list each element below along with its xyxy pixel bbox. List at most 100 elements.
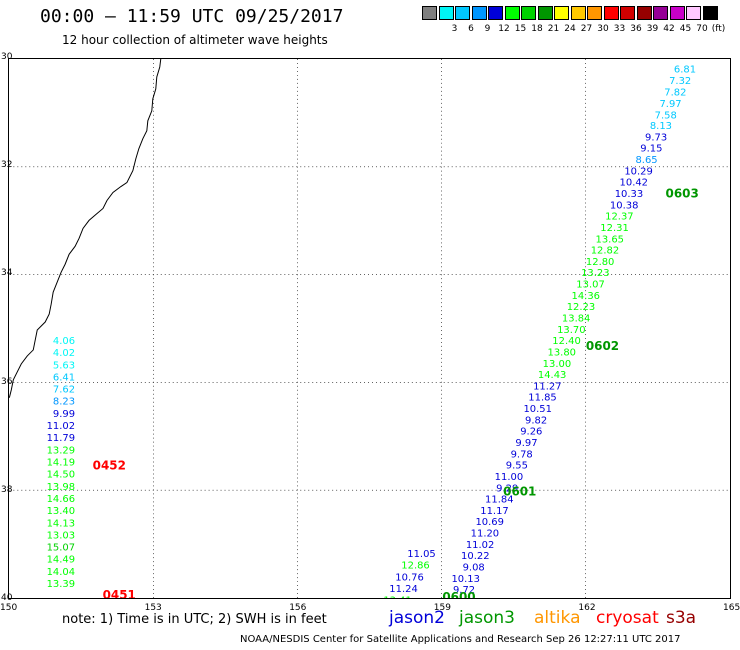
swh-value-label: 7.82	[664, 88, 686, 99]
legend-swatch	[488, 6, 503, 20]
swh-value-label: 14.49	[47, 555, 76, 566]
swh-value-label: 14.66	[47, 494, 76, 505]
swh-value-label: 11.79	[47, 433, 76, 444]
longitude-tick-label: 150	[0, 603, 18, 613]
swh-value-label: 11.02	[466, 540, 495, 551]
swh-value-label: 11.05	[407, 549, 435, 560]
swh-value-label: 9.08	[463, 563, 485, 574]
swh-value-label: 13.84	[562, 313, 591, 324]
satellite-name: cryosat	[596, 608, 659, 628]
page-title: 00:00 – 11:59 UTC 09/25/2017	[40, 6, 344, 27]
swh-value-label: 11.17	[480, 506, 508, 517]
swh-value-label: 10.22	[461, 551, 490, 562]
time-mark-label: 0603	[666, 186, 699, 200]
satellite-name: jason3	[459, 608, 515, 628]
swh-value-label: 14.04	[47, 567, 76, 578]
time-mark-label: 0452	[93, 458, 126, 472]
swh-value-label: 7.62	[53, 385, 75, 396]
legend-label: 30	[597, 24, 609, 34]
legend-swatch	[471, 6, 487, 20]
swh-value-label: 13.40	[47, 506, 76, 517]
swh-value-label: 13.41	[383, 595, 412, 599]
swh-value-label: 10.76	[395, 572, 424, 583]
satellite-name: altika	[534, 608, 581, 628]
legend-label: 70	[696, 24, 708, 34]
swh-value-label: 12.82	[591, 246, 620, 257]
legend-label: 24	[564, 24, 576, 34]
legend-label: 45	[679, 24, 692, 34]
time-mark-label: 0451	[103, 588, 136, 599]
legend-label: 12	[498, 24, 510, 34]
legend-swatch	[455, 6, 470, 20]
swh-value-label: 11.85	[528, 393, 557, 404]
time-mark-label: 0600	[442, 590, 475, 599]
latitude-tick-label: 40	[1, 593, 13, 603]
swh-value-label: 14.43	[538, 370, 567, 381]
legend-swatch	[587, 6, 602, 20]
swh-value-label: 12.31	[600, 223, 629, 234]
swh-value-label: 6.41	[53, 372, 75, 383]
swh-value-label: 13.80	[547, 347, 576, 358]
swh-value-label: 12.86	[401, 561, 430, 572]
map-gridlines	[9, 59, 730, 598]
swh-value-label: 9.97	[515, 438, 537, 449]
swh-value-label: 9.15	[640, 144, 662, 155]
swh-value-label: 9.72	[453, 585, 475, 596]
swh-value-label: 9.55	[506, 461, 528, 472]
swh-value-label: 8.13	[650, 121, 672, 132]
satellite-name: s3a	[666, 608, 697, 628]
swh-value-label: 9.99	[53, 409, 75, 420]
swh-value-label: 10.33	[615, 189, 644, 200]
swh-value-label: 9.73	[645, 132, 667, 143]
swh-value-label: 9.82	[525, 415, 547, 426]
swh-value-label: 11.84	[485, 495, 513, 506]
swh-value-label: 15.07	[47, 543, 76, 554]
swh-value-label: 10.69	[475, 517, 504, 528]
footer-credit: NOAA/NESDIS Center for Satellite Applica…	[240, 634, 681, 645]
legend-label: 33	[613, 24, 626, 34]
legend-swatch	[570, 6, 586, 20]
swh-value-label: 12.40	[552, 336, 581, 347]
legend-label: 6	[468, 24, 474, 34]
coastline	[9, 59, 162, 398]
swh-value-label: 11.02	[47, 421, 76, 432]
swh-value-label: 13.07	[576, 280, 605, 291]
legend-label: (ft)	[711, 24, 726, 34]
swh-value-label: 13.29	[47, 445, 76, 456]
swh-value-label: 13.23	[581, 268, 610, 279]
legend-swatch	[669, 6, 685, 20]
swh-value-label: 12.37	[605, 212, 634, 223]
time-mark-label: 0601	[503, 484, 536, 498]
swh-value-label: 14.50	[47, 470, 76, 481]
legend-swatch	[537, 6, 553, 20]
legend-label: 15	[514, 24, 527, 34]
swh-value-label: 11.27	[533, 381, 562, 392]
longitude-tick-label: 153	[144, 603, 162, 613]
swh-value-label: 10.42	[620, 178, 649, 189]
legend-label: 9	[484, 24, 491, 34]
swh-value-label: 13.39	[47, 579, 76, 590]
time-mark-label: 0602	[586, 339, 619, 353]
legend-swatch	[554, 6, 569, 20]
swh-value-label: 7.58	[655, 110, 677, 121]
latitude-tick-label: 32	[1, 160, 13, 171]
legend-swatch	[521, 6, 536, 20]
legend-swatch	[438, 6, 454, 20]
latitude-tick-label: 38	[1, 484, 13, 495]
swh-value-label: 10.38	[610, 200, 639, 211]
swh-value-label: 14.19	[47, 457, 76, 468]
swh-value-label: 5.63	[53, 360, 75, 371]
latitude-tick-label: 36	[1, 376, 13, 387]
longitude-tick-label: 159	[433, 603, 451, 613]
swh-value-label: 12.23	[567, 302, 596, 313]
satellite-name: jason2	[389, 608, 445, 628]
swh-value-label: 9.78	[511, 449, 533, 460]
units-note: note: 1) Time is in UTC; 2) SWH is in fe…	[62, 612, 327, 627]
swh-value-label: 11.24	[389, 584, 418, 595]
legend-swatch	[504, 6, 520, 20]
longitude-tick-label: 165	[723, 603, 740, 613]
swh-value-label: 13.98	[47, 482, 76, 493]
swh-value-label: 13.70	[557, 325, 586, 336]
swh-value-label: 12.80	[586, 257, 615, 268]
swh-value-label: 14.13	[47, 518, 76, 529]
